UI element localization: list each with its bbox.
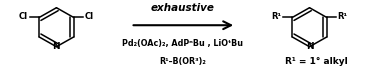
Text: R¹ = 1° alkyl: R¹ = 1° alkyl	[285, 57, 348, 66]
Text: R¹: R¹	[271, 12, 281, 21]
Text: R¹: R¹	[338, 12, 348, 21]
Text: exhaustive: exhaustive	[151, 3, 215, 13]
Text: Cl: Cl	[19, 12, 28, 21]
Text: N: N	[53, 42, 60, 51]
Text: R¹–B(OR³)₂: R¹–B(OR³)₂	[160, 57, 206, 66]
Text: Cl: Cl	[85, 12, 94, 21]
Text: Pd₂(OAc)₂, AdPⁿBu , LiOᵗBu: Pd₂(OAc)₂, AdPⁿBu , LiOᵗBu	[122, 39, 243, 48]
Text: N: N	[306, 42, 313, 51]
